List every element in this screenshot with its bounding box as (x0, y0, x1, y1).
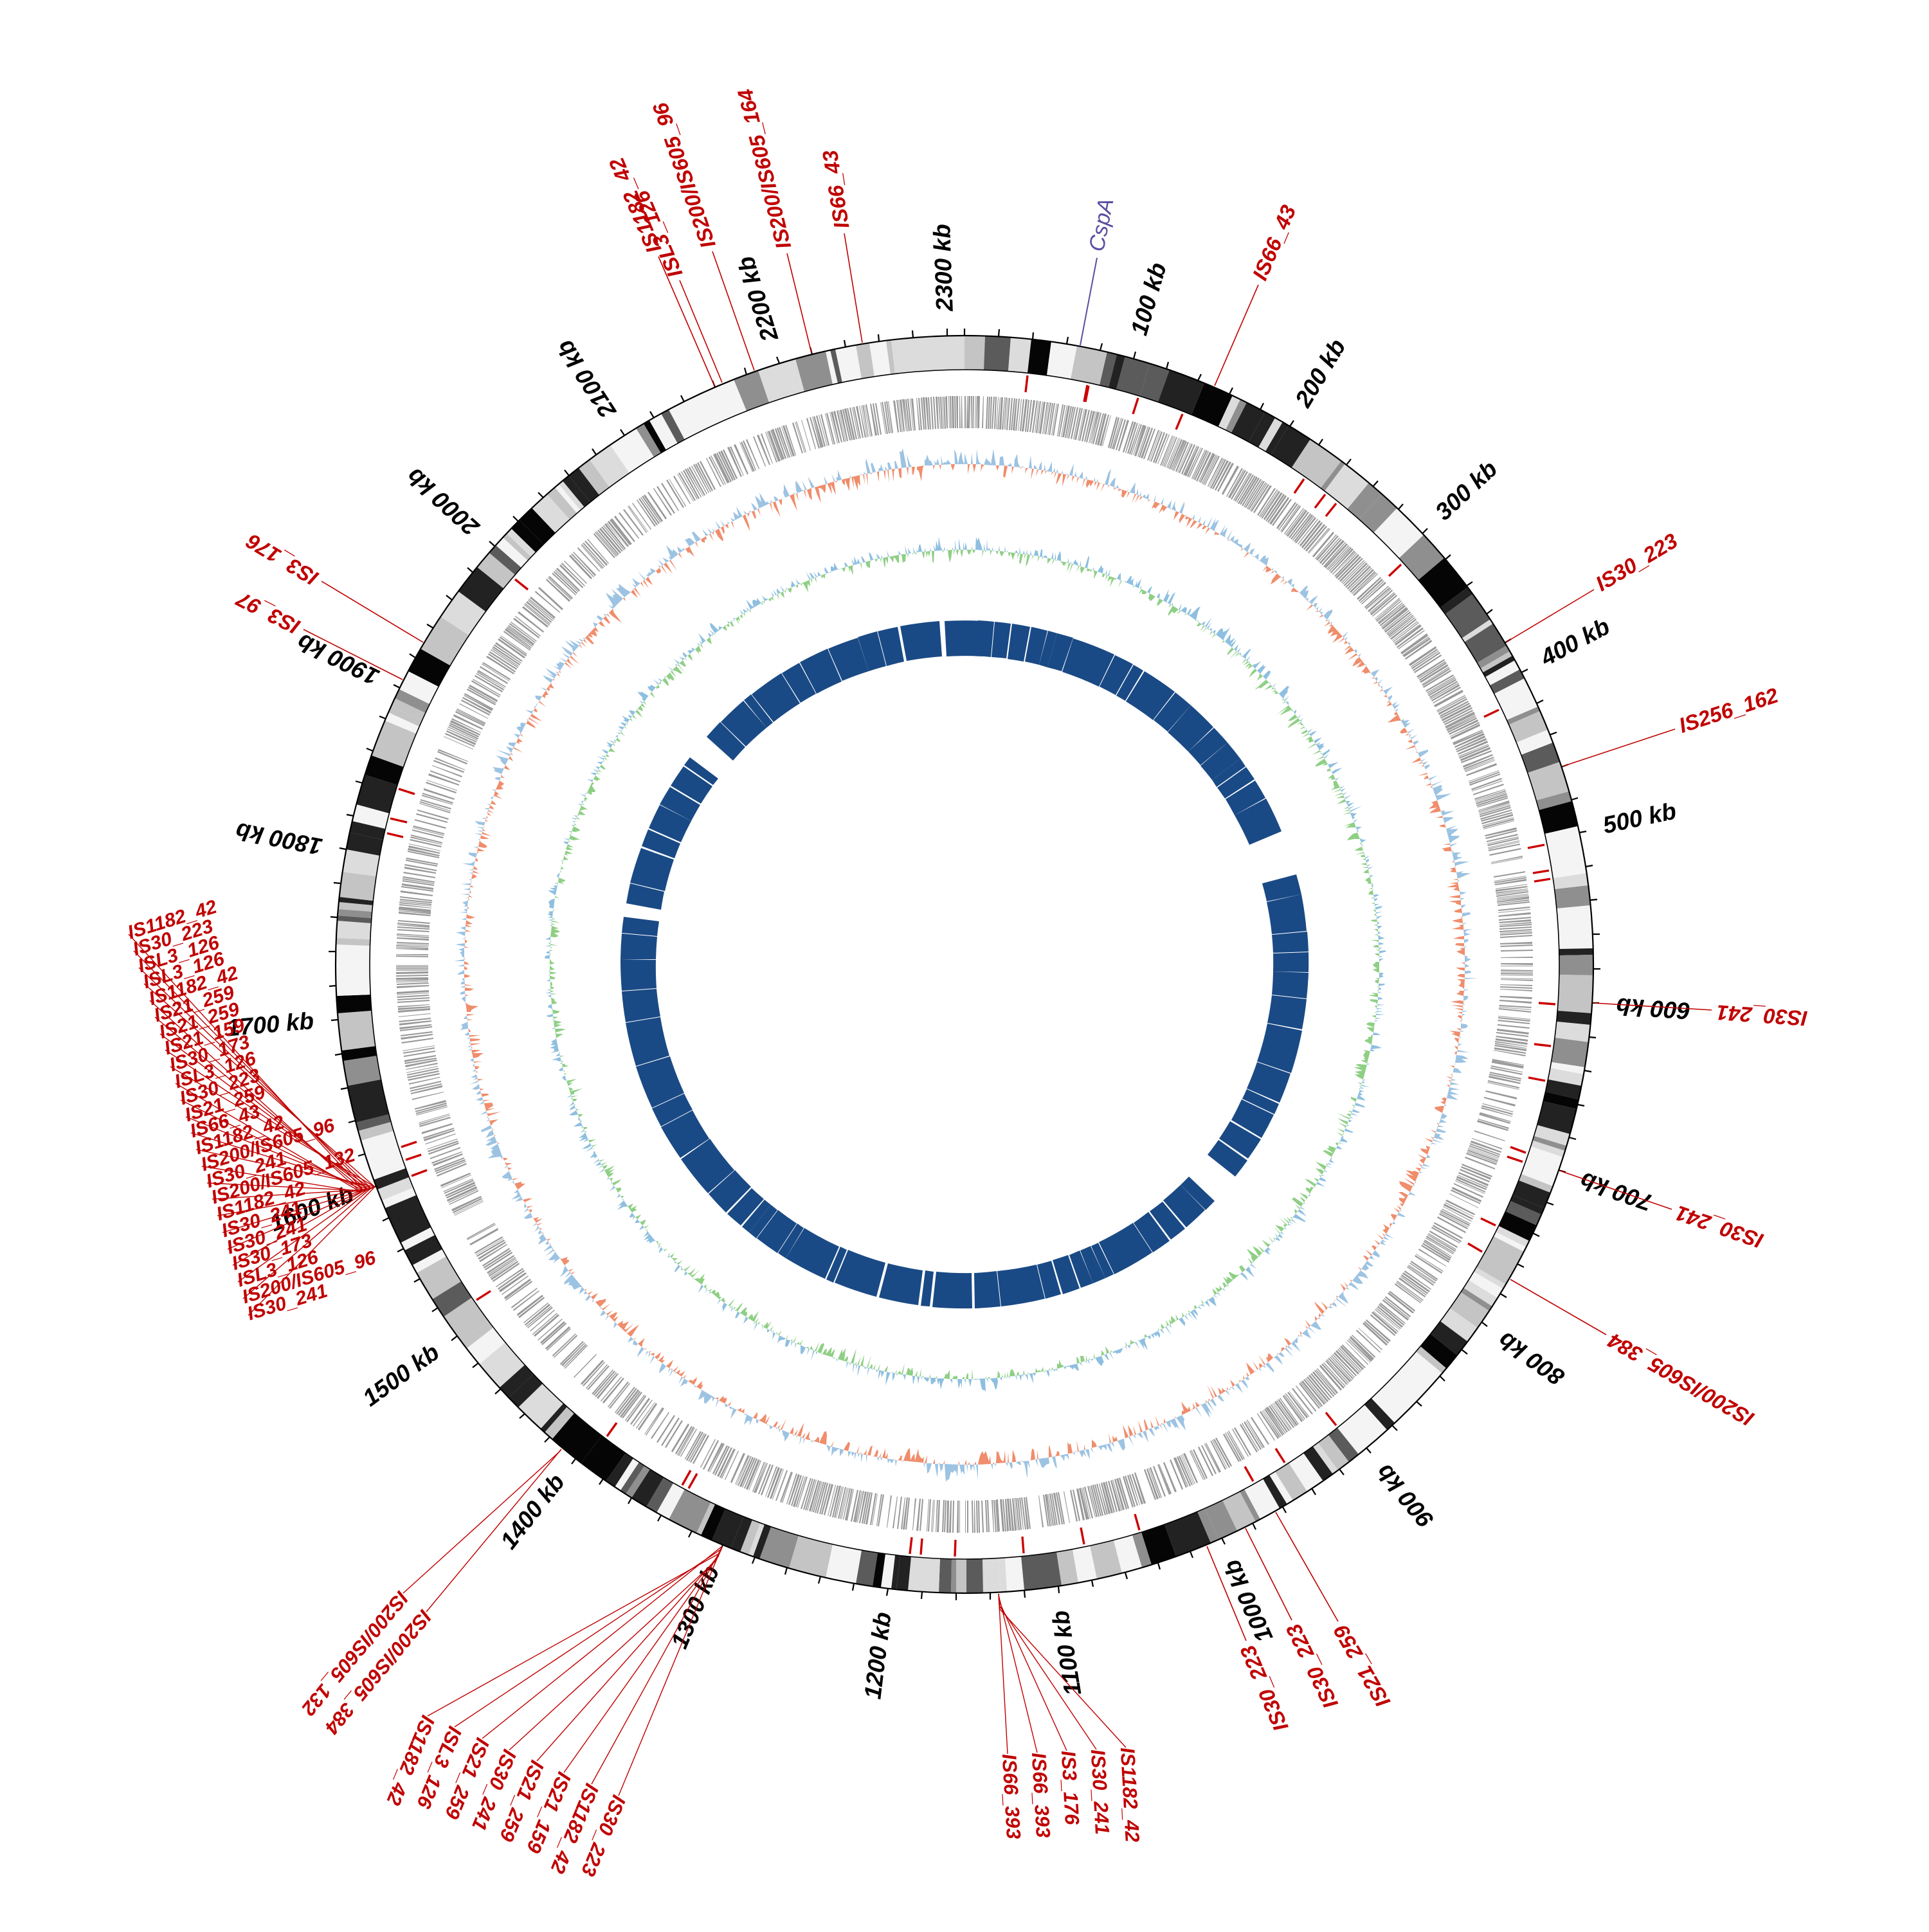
svg-text:IS30_241: IS30_241 (1087, 1749, 1114, 1835)
svg-text:2300 kb: 2300 kb (928, 224, 958, 312)
svg-text:IS66_393: IS66_393 (998, 1753, 1025, 1839)
svg-text:IS66_393: IS66_393 (1028, 1752, 1055, 1838)
svg-text:IS3_176: IS3_176 (1057, 1750, 1083, 1826)
